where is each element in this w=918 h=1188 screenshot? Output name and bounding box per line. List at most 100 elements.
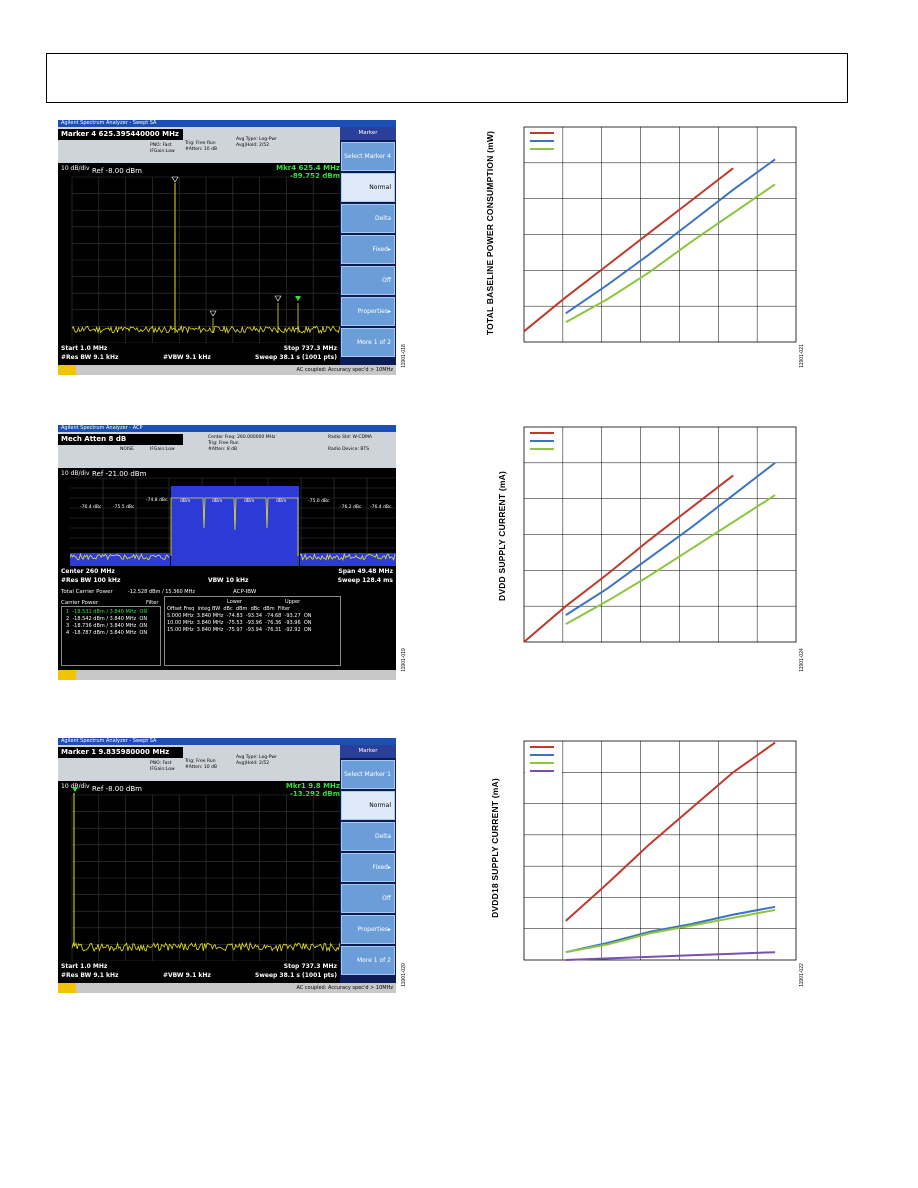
marker-readout-freq: Mkr1 9.8 MHz [285,782,340,790]
chart-svg [523,740,797,961]
status-bar: AC coupled: Accuracy spec'd > 10MHz [58,365,396,375]
normal-button[interactable]: Normal [341,791,395,820]
series-line-4 [565,951,776,961]
carrier-row: 3 -18.736 dBm / 3.840 MHz ON [66,623,148,629]
delta-button[interactable]: Delta [341,204,395,233]
channel-label-5: dBm [212,498,222,504]
settings-bar: Marker 1 9.835980000 MHz PNO: Fast IFGai… [58,745,340,781]
normal-button[interactable]: Normal [341,173,395,202]
atten-label: #Atten: 8 dB [208,447,238,452]
figure-code-2: 11901-019 [400,648,407,672]
lower-header: Lower [227,599,242,605]
marker-1-icon [171,176,179,183]
avg-hold-label: Avg|Hold: 2/52 [236,761,270,766]
series-line-2 [565,462,776,616]
scale-label: 10 dB/div [61,165,90,172]
marker-title-box: Marker 1 9.835980000 MHz [58,747,183,758]
center-freq-label: Center Freq: 260.000000 MHz [208,435,276,440]
marker-title: Marker 4 625.395440000 MHz [61,130,179,138]
status-indicator [58,670,76,680]
delta-button[interactable]: Delta [341,822,395,851]
scale-label: 10 dB/div [61,470,90,477]
stop-freq: Stop 737.3 MHz [283,345,337,352]
properties-button[interactable]: Properties▸ [341,297,395,326]
off-button[interactable]: Off [341,884,395,913]
carrier-row: 1 -18.531 dBm / 3.840 MHz ON [66,609,148,615]
mech-atten: Mech Atten 8 dB [61,435,127,443]
status-text: AC coupled: Accuracy spec'd > 10MHz [296,367,393,373]
status-text: AC coupled: Accuracy spec'd > 10MHz [296,985,393,991]
channel-label-7: dBm [276,498,286,504]
sweep-time: Sweep 38.1 s (1001 pts) [255,354,337,361]
properties-button[interactable]: Properties▸ [341,915,395,944]
chart-2-figure-code: 11901-024 [798,648,805,672]
avg-type-label: Avg Type: Log-Pwr [236,137,277,142]
offset-row: 10.00 MHz 3.840 MHz -75.53 -93.96 -76.36… [167,620,312,626]
ref-level: Ref -8.00 dBm [92,167,142,175]
channel-label-2: -75.5 dBc [113,504,135,510]
sweep-time: Sweep 38.1 s (1001 pts) [255,972,337,979]
marker-4-icon [295,296,301,301]
channel-label-10: -76.4 dBc [370,504,392,510]
scale-label: 10 dB/div [61,783,90,790]
marker-3-icon [274,295,282,302]
chart-1-figure-code: 11901-021 [798,344,805,368]
select-marker-button[interactable]: Select Marker 4 [341,142,395,171]
more-button[interactable]: More 1 of 2 [341,328,395,357]
chart-1-ylabel: TOTAL BASELINE POWER CONSUMPTION (mW) [485,130,496,336]
window-title: Agilent Spectrum Analyzer - Swept SA [58,738,396,745]
plot-frame [523,740,797,961]
off-button[interactable]: Off [341,266,395,295]
channel-label-1: -76.4 dBc [80,504,102,510]
marker-title: Marker 1 9.835980000 MHz [61,748,170,756]
trig-label: Trig: Free Run [185,141,216,146]
atten-label: #Atten: 10 dB [185,765,217,770]
fixed-button[interactable]: Fixed▸ [341,235,395,264]
page-header-box [46,53,848,103]
carrier-filter-header: Filter [146,600,159,606]
series-line-1 [565,741,776,922]
sweep-time: Sweep 128.4 ms [337,577,393,584]
avg-type-label: Avg Type: Log-Pwr [236,755,277,760]
start-freq: Start 1.0 MHz [61,345,108,352]
marker-readout-level: -13.292 dBm [290,790,340,798]
sweep-info: Center 260 MHz #Res BW 100 kHz VBW 10 kH… [58,566,396,588]
sweep-info: Start 1.0 MHz #Res BW 9.1 kHz #VBW 9.1 k… [58,961,340,983]
lower-noise-trace [69,552,170,561]
status-bar: AC coupled: Accuracy spec'd > 10MHz [58,983,396,993]
series-line-3 [565,183,776,324]
ref-level: Ref -21.00 dBm [92,470,147,478]
sweep-info: Start 1.0 MHz #Res BW 9.1 kHz #VBW 9.1 k… [58,343,340,365]
mech-atten-box: Mech Atten 8 dB [58,434,183,445]
more-button[interactable]: More 1 of 2 [341,946,395,975]
marker-readout-level: -89.752 dBm [290,172,340,180]
start-freq: Start 1.0 MHz [61,963,108,970]
total-carrier-power: -12.528 dBm / 15.360 MHz [128,589,196,595]
fixed-button[interactable]: Fixed▸ [341,853,395,882]
carrier-box: 1 -18.531 dBm / 3.840 MHz ON 2 -18.542 d… [61,606,161,666]
line-chart-2 [523,426,797,643]
center-label: Center 260 MHz [61,568,115,575]
vbw-label: #VBW 9.1 kHz [163,972,211,979]
series-line-2 [565,905,776,954]
channel-label-4: dBm [180,498,190,504]
ref-level: Ref -8.00 dBm [92,785,142,793]
ifgain-label: IFGain:Low [150,767,175,772]
marker-menu: Marker Select Marker 4 Normal Delta Fixe… [340,127,396,365]
chart-svg [523,126,797,343]
carrier-row: 2 -18.542 dBm / 3.840 MHz ON [66,616,148,622]
window-title: Agilent Spectrum Analyzer - Swept SA [58,120,396,127]
trig-label: Trig: Free Run [185,759,216,764]
noise-label: NOISE [120,447,134,452]
acp-trace-svg: -76.4 dBc -75.5 dBc -74.8 dBc dBm dBm dB… [69,477,396,573]
noise-trace [71,324,340,335]
series-line-1 [523,167,734,333]
channel-label-3: -74.8 dBc [146,497,168,503]
select-marker-button[interactable]: Select Marker 1 [341,760,395,789]
channel-label-8: -75.0 dBc [308,498,330,504]
marker-readout: Mkr4 625.4 MHz -89.752 dBm [276,164,340,180]
figure-code-3: 11901-020 [400,963,407,987]
settings-bar: Marker 4 625.395440000 MHz PNO: Fast IFG… [58,127,340,163]
noise-trace [71,941,340,953]
pno-label: PNO: Fast [150,761,172,766]
